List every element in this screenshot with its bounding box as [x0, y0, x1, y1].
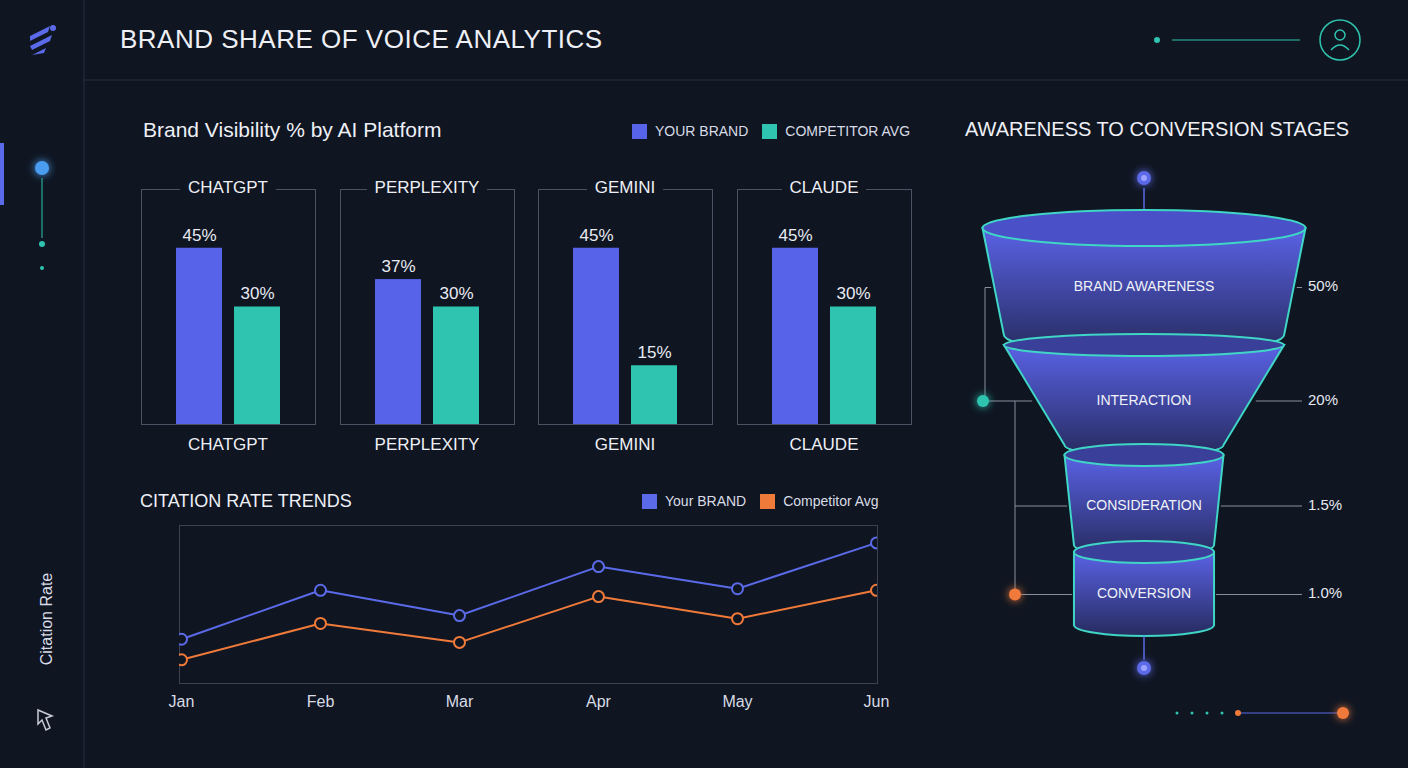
- html-text:CITATION RATE TRENDS: CITATION RATE TRENDS: [140, 491, 352, 511]
- svg-text:Mar: Mar: [446, 693, 474, 710]
- html-text:Citation Rate: Citation Rate: [38, 572, 55, 666]
- svg-text:50%: 50%: [1308, 277, 1338, 294]
- svg-text:Feb: Feb: [307, 693, 335, 710]
- svg-text:15%: 15%: [637, 343, 671, 362]
- svg-text:30%: 30%: [240, 284, 274, 303]
- svg-text:37%: 37%: [381, 257, 415, 276]
- html-text:GEMINI: GEMINI: [594, 178, 656, 197]
- svg-text:May: May: [722, 693, 752, 710]
- svg-text:45%: 45%: [182, 226, 216, 245]
- html-text:Your BRAND: Your BRAND: [665, 493, 747, 509]
- html-text:AWARENESS TO CONVERSION STAGES: AWARENESS TO CONVERSION STAGES: [965, 118, 1350, 140]
- html-text:BRAND SHARE OF VOICE ANALYTICS: BRAND SHARE OF VOICE ANALYTICS: [120, 24, 603, 54]
- html-text:CHATGPT: CHATGPT: [188, 435, 268, 454]
- svg-text:INTERACTION: INTERACTION: [1097, 392, 1192, 408]
- svg-text:1.0%: 1.0%: [1308, 584, 1342, 601]
- svg-text:CONSIDERATION: CONSIDERATION: [1086, 497, 1202, 513]
- html-text:Competitor Avg: Competitor Avg: [783, 493, 879, 509]
- svg-text:1.5%: 1.5%: [1308, 496, 1342, 513]
- html-text:PERPLEXITY: PERPLEXITY: [374, 435, 480, 454]
- html-text:CLAUDE: CLAUDE: [789, 435, 859, 454]
- svg-text:BRAND AWARENESS: BRAND AWARENESS: [1074, 278, 1215, 294]
- svg-text:Jun: Jun: [864, 693, 890, 710]
- svg-text:30%: 30%: [836, 284, 870, 303]
- html-text:Brand Visibility % by AI Platf: Brand Visibility % by AI Platform: [143, 118, 442, 141]
- svg-text:CONVERSION: CONVERSION: [1097, 585, 1191, 601]
- html-text:YOUR BRAND: YOUR BRAND: [655, 123, 749, 139]
- svg-text:20%: 20%: [1308, 391, 1338, 408]
- svg-text:Jan: Jan: [169, 693, 195, 710]
- html-text:CHATGPT: CHATGPT: [188, 178, 268, 197]
- html-text:CLAUDE: CLAUDE: [789, 178, 859, 197]
- svg-text:Apr: Apr: [586, 693, 612, 710]
- html-text:GEMINI: GEMINI: [594, 435, 656, 454]
- svg-text:30%: 30%: [439, 284, 473, 303]
- svg-text:45%: 45%: [579, 226, 613, 245]
- html-text:COMPETITOR AVG: COMPETITOR AVG: [785, 123, 911, 139]
- html-text:PERPLEXITY: PERPLEXITY: [374, 178, 480, 197]
- svg-text:45%: 45%: [778, 226, 812, 245]
